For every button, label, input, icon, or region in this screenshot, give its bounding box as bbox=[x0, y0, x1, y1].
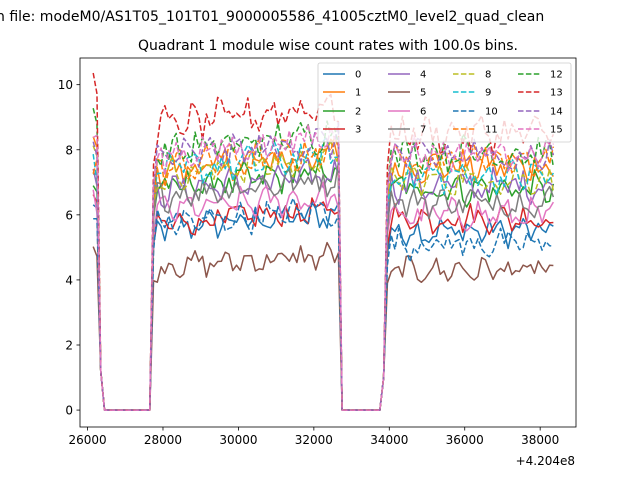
series-line-2 bbox=[92, 157, 555, 411]
y-axis: 0 2 4 6 8 10 bbox=[58, 78, 80, 418]
legend-label-5: 5 bbox=[420, 88, 426, 99]
y-tick-label-2: 2 bbox=[65, 339, 73, 353]
x-tick-label-34000: 34000 bbox=[370, 433, 408, 447]
legend-label-9: 9 bbox=[485, 88, 491, 99]
series-line-10 bbox=[93, 197, 554, 411]
x-offset-label: +4.204e8 bbox=[516, 454, 575, 468]
legend-label-1: 1 bbox=[355, 88, 361, 99]
y-tick-label-6: 6 bbox=[65, 208, 73, 222]
series-line-15 bbox=[92, 123, 554, 411]
y-tick-label-0: 0 bbox=[65, 404, 73, 418]
series-line-11 bbox=[92, 136, 555, 411]
legend-label-12: 12 bbox=[550, 70, 563, 81]
legend-label-14: 14 bbox=[550, 107, 563, 118]
series-line-0 bbox=[92, 201, 554, 411]
series-line-7 bbox=[93, 161, 555, 411]
legend-label-7: 7 bbox=[420, 125, 426, 136]
y-tick-label-4: 4 bbox=[65, 273, 73, 287]
chart-title: Quadrant 1 module wise count rates with … bbox=[138, 38, 518, 54]
y-tick-label-10: 10 bbox=[58, 78, 73, 92]
x-tick-label-28000: 28000 bbox=[144, 433, 182, 447]
x-axis: 26000 28000 30000 32000 34000 36000 38000 bbox=[68, 427, 559, 447]
series-line-3 bbox=[92, 194, 554, 411]
legend-label-2: 2 bbox=[355, 107, 361, 118]
x-tick-label-26000: 26000 bbox=[68, 433, 106, 447]
legend-label-8: 8 bbox=[485, 70, 491, 81]
series-line-4 bbox=[92, 158, 554, 411]
x-tick-label-32000: 32000 bbox=[295, 433, 333, 447]
legend-label-3: 3 bbox=[355, 125, 361, 136]
legend-label-6: 6 bbox=[420, 107, 426, 118]
series-line-5 bbox=[92, 241, 554, 411]
series-line-8 bbox=[92, 140, 555, 411]
y-tick-label-8: 8 bbox=[65, 143, 73, 157]
figure-suptitle: n file: modeM0/AS1T05_101T01_9000005586_… bbox=[0, 9, 544, 25]
legend-label-15: 15 bbox=[550, 125, 563, 136]
x-tick-label-38000: 38000 bbox=[521, 433, 559, 447]
legend-label-10: 10 bbox=[485, 107, 498, 118]
axes-frame bbox=[79, 57, 577, 428]
legend-box bbox=[317, 62, 572, 143]
legend-label-13: 13 bbox=[550, 88, 563, 99]
legend-label-4: 4 bbox=[420, 70, 426, 81]
legend-label-0: 0 bbox=[355, 70, 361, 81]
x-tick-label-36000: 36000 bbox=[446, 433, 484, 447]
legend-label-11: 11 bbox=[485, 125, 498, 136]
x-tick-label-30000: 30000 bbox=[219, 433, 257, 447]
